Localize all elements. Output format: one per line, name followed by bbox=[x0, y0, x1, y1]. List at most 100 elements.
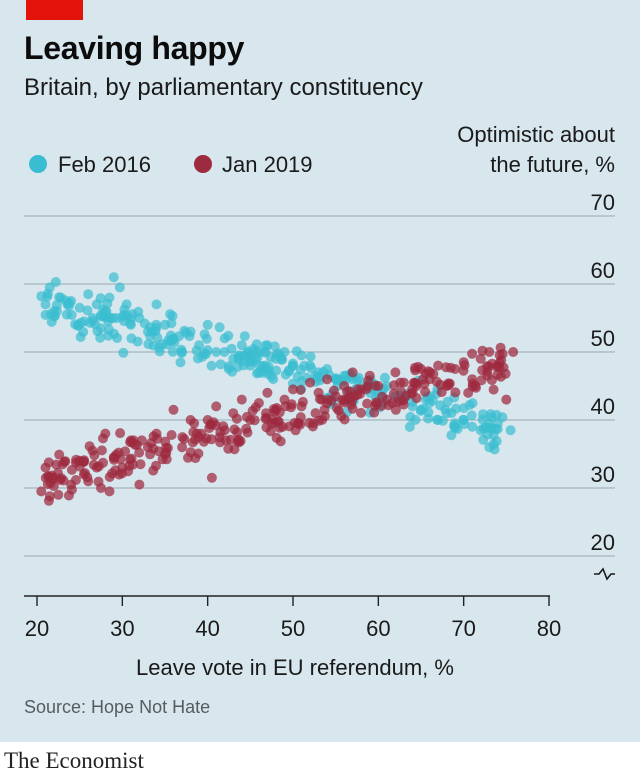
point-2016-33 bbox=[236, 340, 247, 351]
point-2016-255 bbox=[280, 369, 291, 380]
point-2019-317 bbox=[371, 398, 382, 409]
point-2019-186 bbox=[115, 428, 126, 439]
legend-marker-2019 bbox=[194, 155, 212, 173]
point-2019-304 bbox=[89, 450, 100, 461]
point-2019-289 bbox=[410, 362, 420, 373]
point-2019-234 bbox=[43, 457, 54, 468]
point-2019-200 bbox=[339, 414, 350, 425]
x-tick-40: 40 bbox=[195, 616, 219, 641]
legend: Feb 2016 Jan 2019 bbox=[29, 152, 313, 177]
point-2019-229 bbox=[395, 377, 406, 388]
x-tick-60: 60 bbox=[366, 616, 390, 641]
point-2016-130 bbox=[102, 298, 113, 309]
point-2019-113 bbox=[411, 393, 422, 404]
point-2016-209 bbox=[223, 330, 234, 341]
point-2016-304 bbox=[271, 365, 282, 376]
point-2019-81 bbox=[43, 495, 54, 506]
point-2016-282 bbox=[154, 342, 165, 353]
point-2016-294 bbox=[166, 318, 177, 329]
point-2016-267 bbox=[446, 408, 457, 419]
point-2019-312 bbox=[190, 434, 201, 445]
point-2019-137 bbox=[310, 408, 321, 419]
point-2019-297 bbox=[260, 413, 271, 424]
point-2019-320 bbox=[295, 419, 306, 430]
point-2016-264 bbox=[238, 360, 249, 371]
point-2019-249 bbox=[229, 444, 240, 455]
economist-logo-text: The Economist bbox=[4, 748, 144, 773]
point-2019-286 bbox=[54, 449, 65, 460]
point-2019-270 bbox=[233, 434, 244, 445]
source-note: Source: Hope Not Hate bbox=[24, 697, 211, 717]
point-2019-232 bbox=[409, 377, 420, 388]
point-2016-272 bbox=[252, 352, 263, 363]
point-2019-147 bbox=[331, 403, 342, 414]
point-2019-261 bbox=[70, 457, 81, 468]
point-2016-308 bbox=[49, 311, 60, 322]
point-2016-279 bbox=[287, 361, 298, 372]
point-2019-4 bbox=[53, 489, 64, 500]
legend-label-2016: Feb 2016 bbox=[58, 152, 151, 177]
chart-title: Leaving happy bbox=[24, 30, 245, 66]
point-2019-164 bbox=[388, 388, 399, 399]
point-2019-287 bbox=[45, 478, 56, 488]
point-2019-23 bbox=[177, 442, 188, 453]
point-2016-284 bbox=[201, 333, 212, 344]
point-2016-292 bbox=[418, 403, 429, 414]
point-2019-231 bbox=[109, 454, 119, 465]
point-2019-54 bbox=[433, 360, 444, 371]
x-tick-30: 30 bbox=[110, 616, 134, 641]
point-2019-44 bbox=[347, 367, 358, 378]
grid-lines bbox=[24, 215, 615, 557]
point-2016-208 bbox=[305, 351, 316, 362]
point-2019-310 bbox=[322, 394, 333, 405]
point-2019-180 bbox=[450, 387, 461, 398]
point-2016-203 bbox=[427, 395, 438, 406]
legend-marker-2016 bbox=[29, 155, 47, 173]
point-2019-311 bbox=[166, 430, 177, 440]
point-2019-301 bbox=[177, 432, 188, 443]
y-axis-label-line2: the future, % bbox=[490, 152, 615, 177]
point-2016-299 bbox=[330, 373, 341, 384]
point-2019-321 bbox=[96, 445, 107, 456]
point-2016-219 bbox=[295, 364, 306, 375]
point-2019-307 bbox=[189, 418, 200, 429]
point-2019-99 bbox=[369, 407, 380, 418]
y-tick-60: 60 bbox=[591, 258, 615, 283]
point-2016-18 bbox=[114, 282, 125, 293]
point-2019-318 bbox=[145, 449, 156, 460]
point-2016-175 bbox=[215, 359, 226, 370]
point-2016-138 bbox=[214, 322, 225, 333]
point-2016-281 bbox=[432, 414, 443, 425]
point-2019-0 bbox=[36, 486, 47, 497]
point-2019-150 bbox=[488, 384, 499, 395]
point-2016-266 bbox=[252, 368, 262, 379]
point-2016-263 bbox=[379, 372, 390, 383]
point-2019-309 bbox=[494, 362, 505, 373]
point-2016-30 bbox=[211, 347, 222, 357]
point-2016-214 bbox=[95, 293, 106, 304]
point-2019-226 bbox=[261, 422, 272, 433]
point-2019-265 bbox=[363, 375, 374, 386]
point-2019-322 bbox=[431, 376, 442, 387]
point-2016-288 bbox=[450, 421, 461, 432]
point-2016-293 bbox=[176, 347, 187, 358]
point-2016-148 bbox=[239, 331, 250, 342]
point-2019-223 bbox=[161, 454, 172, 465]
point-2019-259 bbox=[231, 413, 242, 424]
y-tick-30: 30 bbox=[591, 462, 615, 487]
point-2019-313 bbox=[337, 394, 348, 405]
point-2019-282 bbox=[160, 436, 171, 447]
point-2016-315 bbox=[477, 414, 488, 425]
point-2016-269 bbox=[260, 340, 271, 351]
point-2019-257 bbox=[317, 414, 328, 425]
point-2019-305 bbox=[46, 470, 57, 481]
x-tick-50: 50 bbox=[281, 616, 305, 641]
point-2019-248 bbox=[495, 371, 506, 382]
point-2019-273 bbox=[356, 407, 366, 418]
series-jan-2019 bbox=[36, 342, 519, 506]
point-2019-62 bbox=[501, 394, 512, 405]
point-2016-220 bbox=[175, 357, 186, 368]
point-2016-8 bbox=[74, 302, 85, 313]
legend-label-2019: Jan 2019 bbox=[222, 152, 313, 177]
point-2019-22 bbox=[168, 404, 179, 415]
